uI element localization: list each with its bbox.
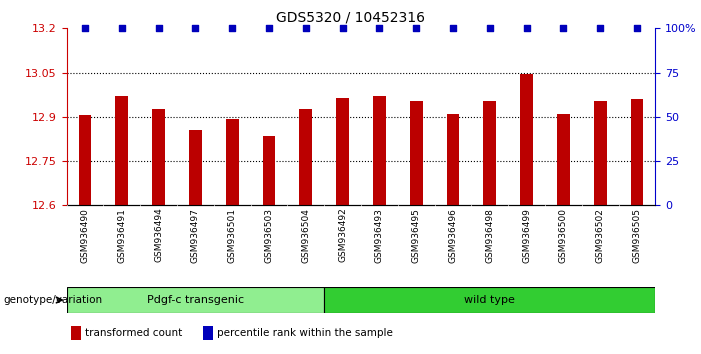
Text: percentile rank within the sample: percentile rank within the sample — [217, 328, 393, 338]
Point — [594, 25, 606, 31]
Bar — [594, 101, 606, 205]
Text: GSM936495: GSM936495 — [411, 208, 421, 263]
Point — [153, 25, 164, 31]
Bar — [373, 96, 386, 205]
Point — [79, 25, 90, 31]
Bar — [324, 287, 655, 313]
Point — [374, 25, 385, 31]
Text: wild type: wild type — [464, 295, 515, 305]
Point — [264, 25, 275, 31]
Bar — [263, 136, 275, 205]
Bar — [79, 115, 91, 205]
Bar — [203, 326, 213, 340]
Text: GSM936500: GSM936500 — [559, 208, 568, 263]
Text: GSM936496: GSM936496 — [449, 208, 458, 263]
Text: GSM936491: GSM936491 — [117, 208, 126, 263]
Text: GSM936490: GSM936490 — [81, 208, 90, 263]
Bar — [631, 98, 644, 205]
Bar — [226, 119, 238, 205]
Text: GSM936504: GSM936504 — [301, 208, 311, 263]
Text: genotype/variation: genotype/variation — [4, 295, 102, 305]
Text: GSM936505: GSM936505 — [632, 208, 641, 263]
Bar — [520, 74, 533, 205]
Point — [116, 25, 128, 31]
Text: GSM936503: GSM936503 — [264, 208, 273, 263]
Point — [447, 25, 458, 31]
Text: Pdgf-c transgenic: Pdgf-c transgenic — [147, 295, 244, 305]
Point — [226, 25, 238, 31]
Text: GSM936497: GSM936497 — [191, 208, 200, 263]
Point — [632, 25, 643, 31]
Text: GSM936499: GSM936499 — [522, 208, 531, 263]
Text: GSM936498: GSM936498 — [485, 208, 494, 263]
Bar — [299, 109, 312, 205]
Bar — [71, 326, 81, 340]
Bar — [336, 98, 349, 205]
Bar — [484, 101, 496, 205]
Text: GSM936502: GSM936502 — [596, 208, 605, 263]
Text: GSM936492: GSM936492 — [338, 208, 347, 262]
Bar — [67, 287, 324, 313]
Text: transformed count: transformed count — [85, 328, 182, 338]
Text: GSM936501: GSM936501 — [228, 208, 237, 263]
Text: GSM936493: GSM936493 — [375, 208, 384, 263]
Bar — [189, 130, 202, 205]
Bar — [152, 109, 165, 205]
Text: GSM936494: GSM936494 — [154, 208, 163, 262]
Bar — [116, 96, 128, 205]
Bar — [410, 101, 423, 205]
Point — [521, 25, 532, 31]
Point — [300, 25, 311, 31]
Point — [558, 25, 569, 31]
Point — [484, 25, 496, 31]
Text: GDS5320 / 10452316: GDS5320 / 10452316 — [276, 11, 425, 25]
Bar — [447, 114, 459, 205]
Bar — [557, 114, 570, 205]
Point — [190, 25, 201, 31]
Point — [411, 25, 422, 31]
Point — [337, 25, 348, 31]
